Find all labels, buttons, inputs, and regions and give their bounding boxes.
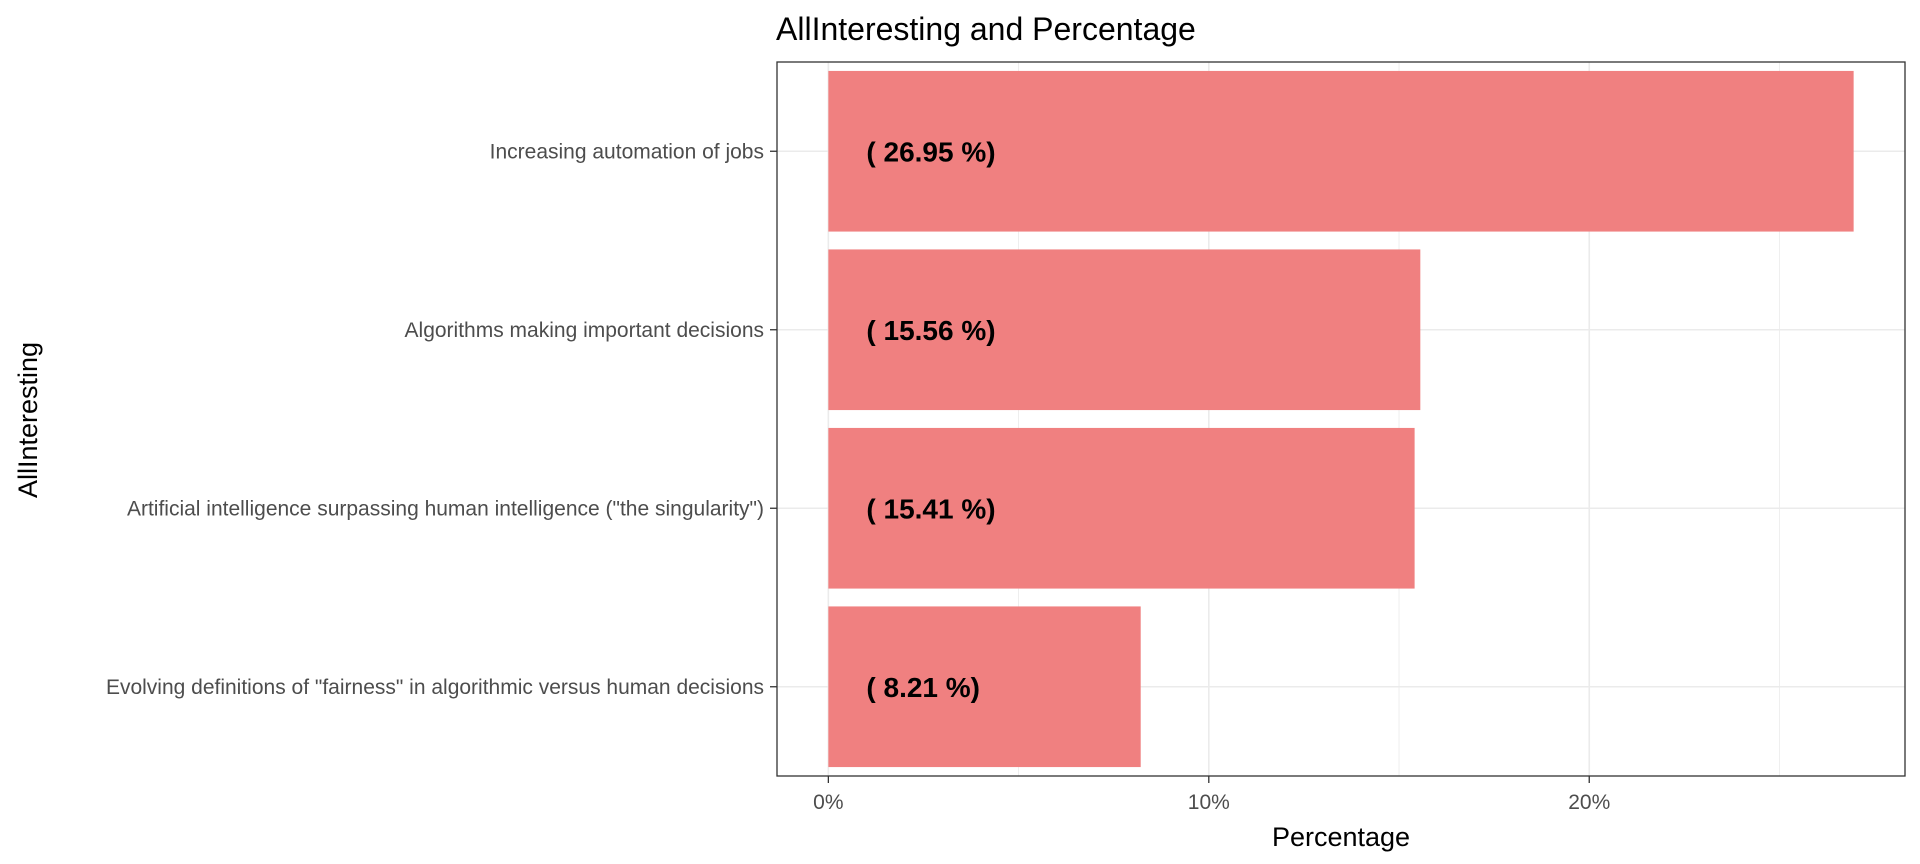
bar-value-label-2: ( 15.56 %) (866, 315, 995, 346)
bar-value-label-3: ( 15.41 %) (866, 493, 995, 524)
x-axis-ticks: 0% 10% 20% (813, 776, 1610, 814)
bar-1 (828, 70, 1854, 232)
bar-value-labels: ( 26.95 %) ( 15.56 %) ( 15.41 %) ( 8.21 %) (866, 136, 995, 703)
y-tick-label-3: Artificial intelligence surpassing human… (127, 497, 764, 520)
panel-border (776, 61, 1906, 777)
bars (828, 70, 1854, 768)
y-tick-label-4: Evolving definitions of "fairness" in al… (106, 676, 764, 699)
chart-title: AllInteresting and Percentage (776, 11, 1196, 47)
y-tick-label-1: Increasing automation of jobs (490, 140, 764, 163)
bar-value-label-4: ( 8.21 %) (866, 672, 980, 703)
bar-value-label-1: ( 26.95 %) (866, 136, 995, 167)
x-tick-label-1: 0% (813, 791, 843, 814)
y-tick-label-2: Algorithms making important decisions (405, 319, 764, 342)
bar-2 (828, 249, 1421, 411)
bar-4 (828, 606, 1141, 768)
x-tick-label-3: 20% (1568, 791, 1610, 814)
y-axis-ticks: Increasing automation of jobs Algorithms … (106, 140, 777, 699)
y-axis-title: AllInteresting (13, 342, 43, 498)
bar-3 (828, 427, 1415, 589)
x-tick-label-2: 10% (1188, 791, 1230, 814)
x-axis-title: Percentage (1272, 822, 1410, 852)
